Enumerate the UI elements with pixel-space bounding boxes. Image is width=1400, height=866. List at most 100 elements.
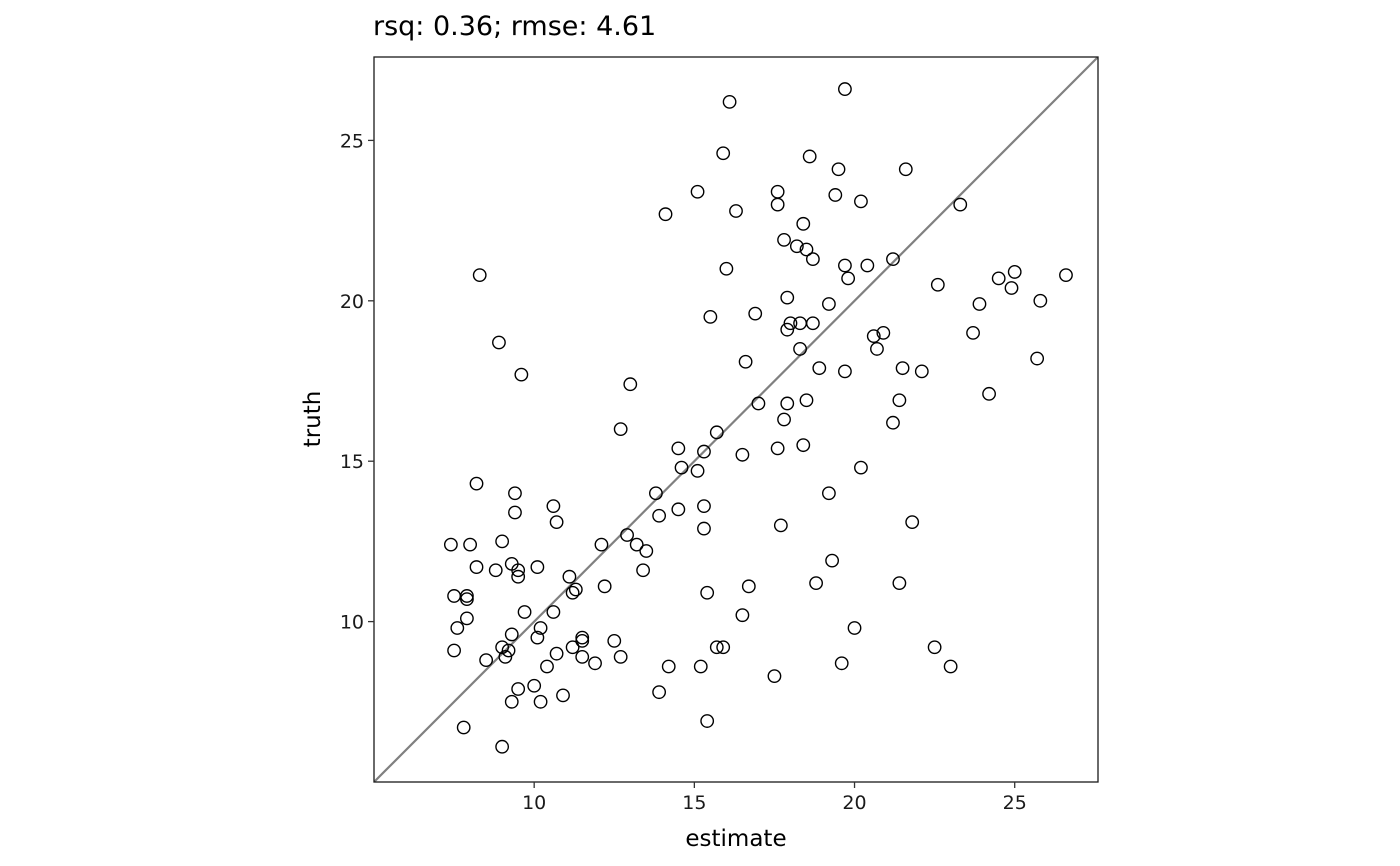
data-point [661, 659, 676, 674]
data-point [700, 585, 715, 600]
data-point [972, 297, 987, 311]
data-point [501, 643, 516, 658]
data-point [783, 316, 798, 331]
data-point [697, 521, 711, 536]
y-tick-label: 10 [340, 612, 364, 634]
data-point [953, 197, 968, 212]
data-point [658, 207, 673, 222]
data-point [898, 162, 913, 177]
data-point [847, 621, 862, 635]
data-point [649, 486, 663, 501]
data-point [504, 627, 519, 642]
x-tick-label: 25 [1003, 792, 1027, 814]
data-point [966, 325, 980, 340]
data-point [927, 640, 942, 655]
data-point [886, 415, 900, 430]
data-point [508, 486, 522, 501]
data-point [460, 611, 474, 626]
data-point [479, 653, 494, 667]
data-point [886, 252, 900, 267]
data-point [693, 659, 708, 674]
x-tick-label: 15 [682, 792, 706, 814]
data-point [575, 649, 590, 664]
data-point [498, 649, 513, 664]
data-point [450, 621, 465, 635]
data-point [588, 656, 602, 671]
data-point [690, 184, 705, 199]
data-point [838, 364, 852, 379]
data-point [854, 194, 868, 209]
data-point [802, 149, 817, 164]
data-point [738, 354, 753, 369]
data-point [495, 640, 510, 655]
data-point [527, 678, 542, 693]
data-point [793, 342, 807, 356]
data-point [860, 258, 875, 273]
data-point [838, 82, 852, 96]
data-point [460, 589, 474, 603]
data-point [751, 396, 766, 411]
data-point [866, 329, 881, 343]
data-point [735, 447, 750, 462]
data-point [716, 640, 731, 655]
data-point [796, 438, 811, 453]
data-point [841, 271, 856, 286]
data-point [770, 197, 785, 212]
data-point [943, 659, 958, 674]
data-point [991, 271, 1006, 286]
data-point [469, 560, 484, 574]
data-point [930, 277, 945, 292]
data-point [831, 162, 846, 177]
data-point [892, 393, 907, 408]
data-point [575, 630, 590, 645]
data-point [472, 268, 487, 283]
panel-border [373, 56, 1099, 783]
data-point [1007, 265, 1022, 279]
data-point [709, 425, 724, 440]
points-layer [443, 82, 1073, 754]
data-point [812, 361, 827, 376]
data-point [1033, 293, 1048, 308]
data-point [463, 537, 478, 552]
data-point [636, 563, 650, 578]
data-point [982, 386, 996, 401]
data-point [838, 258, 852, 273]
data-point [456, 720, 471, 735]
data-point [780, 396, 795, 411]
data-point [556, 688, 570, 703]
data-point [629, 537, 644, 552]
data-point [546, 499, 561, 514]
x-axis-title: estimate [685, 826, 786, 852]
data-point [517, 605, 532, 619]
y-axis-title: truth [300, 391, 326, 448]
data-point [639, 544, 654, 558]
data-point [697, 444, 711, 459]
data-point [895, 361, 910, 376]
data-point [777, 232, 791, 247]
data-point [854, 460, 868, 475]
reference-line-layer [374, 57, 1098, 782]
data-point [623, 377, 638, 392]
x-axis: 10 15 20 25 [522, 782, 1027, 814]
data-point [905, 515, 920, 530]
data-point [549, 515, 564, 530]
data-point [511, 569, 526, 584]
data-point [575, 633, 590, 648]
y-axis: 10 15 20 25 [340, 130, 374, 634]
data-point [716, 146, 731, 161]
data-point [671, 502, 686, 517]
chart-title: rsq: 0.36; rmse: 4.61 [373, 11, 656, 42]
plot-area [373, 56, 1099, 783]
data-point [530, 630, 545, 645]
data-point [789, 239, 804, 254]
data-point [892, 576, 907, 591]
data-point [748, 306, 763, 321]
data-point [562, 569, 577, 584]
data-point [533, 694, 548, 709]
data-point [767, 669, 782, 684]
data-point [834, 656, 849, 671]
x-tick-label: 20 [842, 792, 866, 814]
data-point [1059, 268, 1073, 283]
data-point [511, 563, 526, 578]
y-tick-label: 25 [340, 130, 364, 152]
